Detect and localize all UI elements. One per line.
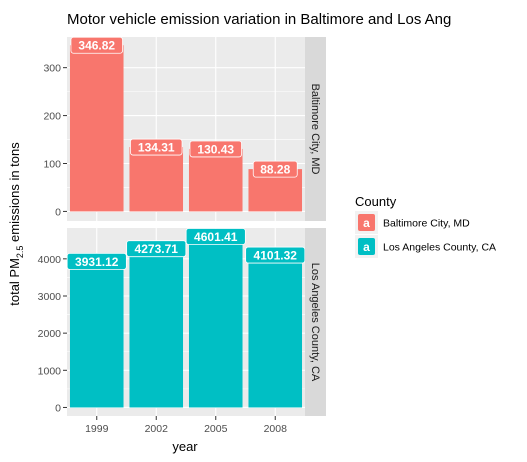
data-label-box <box>189 140 242 158</box>
data-label-1999: 346.82 <box>78 39 115 53</box>
facet-strip-label: Baltimore City, MD <box>309 84 321 175</box>
x-tick-label: 2008 <box>264 423 288 435</box>
legend-items: a Baltimore City, MD a Los Angeles County, … <box>355 211 496 258</box>
chart-title: Motor vehicle emission variation in Balt… <box>67 11 451 28</box>
facet-strip-label: Los Angeles County, CA <box>309 263 321 382</box>
facet-strip <box>305 228 326 416</box>
y-axis-title: total PM2.5 emissions in tons <box>7 142 25 306</box>
bar-2002 <box>129 147 184 212</box>
legend-key-glyph: a <box>363 216 370 230</box>
data-label-box <box>185 228 246 245</box>
x-tick-label: 1999 <box>85 423 109 435</box>
data-label-box <box>130 138 183 156</box>
panel-los-angeles-county-ca: 0 1000 2000 3000 4000 3931.12 4273.71 4601.41 41… <box>38 228 326 416</box>
legend: County a Baltimore City, MD a Los Angeles C… <box>355 194 496 258</box>
data-label-box <box>245 246 306 264</box>
bar-2008 <box>248 255 303 408</box>
data-label-box <box>70 36 123 54</box>
legend-title: County <box>355 194 397 209</box>
facet-panels: 0 100 200 300 346.82 134.31 130.43 88.28 Baltimo… <box>38 36 326 416</box>
y-axis-title-subscript: 2.5 <box>15 246 25 259</box>
data-label-1999: 3931.12 <box>75 255 119 269</box>
x-tick-label: 2005 <box>204 423 228 435</box>
y-tick-label: 1000 <box>38 365 62 377</box>
legend-label: Baltimore City, MD <box>383 218 470 230</box>
x-axis-title: year <box>172 439 198 454</box>
legend-key-swatch <box>358 238 375 255</box>
bar-1999 <box>69 45 124 212</box>
facet-strip <box>305 37 326 221</box>
y-tick-label: 200 <box>43 111 61 123</box>
bar-1999 <box>69 261 124 408</box>
panel-baltimore-city-md: 0 100 200 300 346.82 134.31 130.43 88.28 Baltimo… <box>43 36 326 221</box>
y-tick-label: 4000 <box>38 254 62 266</box>
y-tick-label: 2000 <box>38 328 62 340</box>
y-tick-label: 300 <box>43 63 61 75</box>
data-label-2002: 134.31 <box>138 141 175 155</box>
legend-item-baltimore-city-md: a Baltimore City, MD <box>355 211 470 234</box>
x-tick-label: 2002 <box>145 423 169 435</box>
data-label-box <box>252 160 298 178</box>
y-tick-label: 0 <box>55 402 61 414</box>
data-label-2002: 4273.71 <box>135 242 179 256</box>
legend-key-glyph: a <box>363 240 370 254</box>
legend-label: Los Angeles County, CA <box>383 242 496 254</box>
bar-2002 <box>129 248 184 408</box>
data-label-2008: 4101.32 <box>254 249 298 263</box>
bar-2005 <box>188 236 243 408</box>
legend-key-swatch <box>358 214 375 231</box>
y-tick-label: 3000 <box>38 291 62 303</box>
x-axis-ticks: 1999 2002 2005 2008 <box>85 416 287 435</box>
y-tick-label: 0 <box>55 206 61 218</box>
data-label-box <box>126 240 187 258</box>
y-axis-title-main: total PM <box>7 258 22 306</box>
legend-item-los-angeles-county-ca: a Los Angeles County, CA <box>355 235 496 258</box>
bar-2005 <box>188 148 243 212</box>
y-axis-title-suffix: emissions in tons <box>7 142 22 246</box>
data-label-box <box>66 252 127 270</box>
data-label-2008: 88.28 <box>260 163 290 177</box>
data-label-2005: 4601.41 <box>194 230 238 244</box>
data-label-2005: 130.43 <box>197 142 234 156</box>
y-tick-label: 100 <box>43 159 61 171</box>
